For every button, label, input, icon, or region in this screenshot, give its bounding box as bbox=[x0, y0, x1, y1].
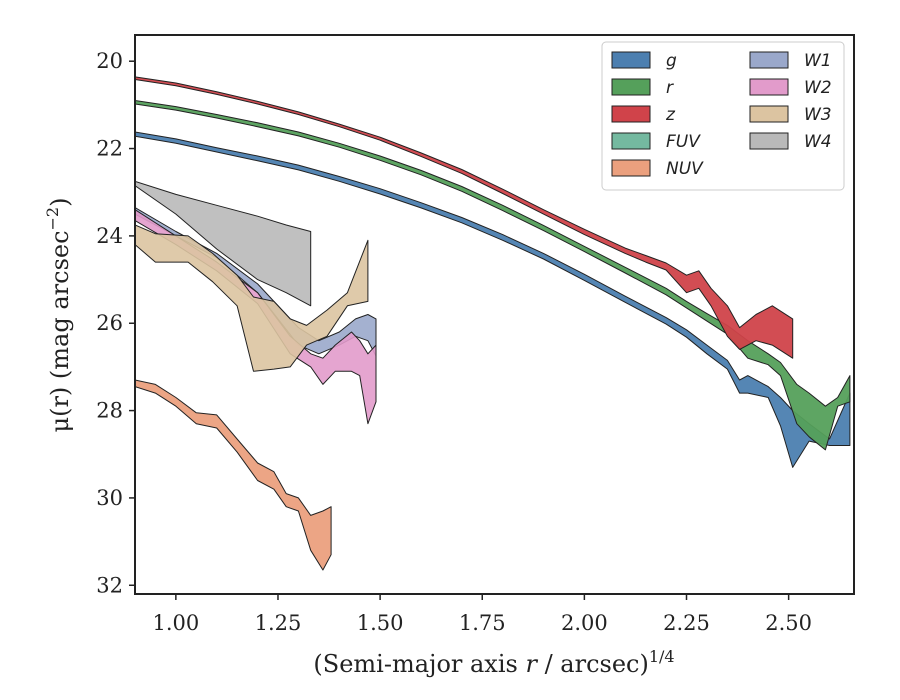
legend-swatch-w2 bbox=[749, 78, 789, 96]
y-tick-label: 24 bbox=[96, 224, 123, 248]
x-tick-label: 1.00 bbox=[152, 611, 199, 635]
axes-frame bbox=[134, 34, 855, 595]
legend-label-g: g bbox=[666, 51, 677, 71]
x-tick-label: 2.00 bbox=[561, 611, 608, 635]
legend-label-w4: W4 bbox=[804, 132, 832, 152]
legend-swatch-fuv bbox=[611, 132, 651, 150]
band-w3 bbox=[135, 224, 369, 372]
band-g bbox=[135, 131, 851, 468]
x-tick-label: 2.25 bbox=[663, 611, 710, 635]
legend-label-nuv: NUV bbox=[666, 159, 704, 179]
y-tick-label: 26 bbox=[96, 311, 123, 335]
legend-label-w1: W1 bbox=[804, 51, 832, 71]
legend-swatch-g bbox=[611, 51, 651, 69]
legend-swatch-w3 bbox=[749, 105, 789, 123]
legend-label-fuv: FUV bbox=[666, 132, 701, 152]
y-tick-label: 22 bbox=[96, 137, 123, 161]
x-tick-label: 2.50 bbox=[765, 611, 812, 635]
band-z bbox=[135, 76, 794, 359]
legend-swatch-z bbox=[611, 105, 651, 123]
x-tick-label: 1.50 bbox=[357, 611, 404, 635]
x-tick-label: 1.25 bbox=[255, 611, 302, 635]
band-w4 bbox=[135, 180, 312, 307]
y-axis: 20 22 24 26 28 30 32 bbox=[96, 49, 135, 597]
legend-swatch-r bbox=[611, 78, 651, 96]
y-tick-label: 28 bbox=[96, 399, 123, 423]
y-axis-label: μ(r) (mag arcsec−2) bbox=[43, 198, 74, 433]
y-tick-label: 20 bbox=[96, 49, 123, 73]
legend-label-w3: W3 bbox=[804, 105, 832, 125]
legend-swatch-nuv bbox=[611, 159, 651, 177]
band-r bbox=[135, 100, 851, 451]
x-axis: 1.00 1.25 1.50 1.75 2.00 2.25 2.50 bbox=[152, 594, 812, 635]
profile-bands bbox=[135, 76, 851, 571]
legend: grz FUV NUV W1 W2 W3 W4 bbox=[601, 41, 845, 191]
y-tick-label: 30 bbox=[96, 486, 123, 510]
legend-swatch-w1 bbox=[749, 51, 789, 69]
legend-swatch-w4 bbox=[749, 132, 789, 150]
y-tick-label: 32 bbox=[96, 573, 123, 597]
band-nuv bbox=[135, 379, 332, 571]
legend-label-z: z bbox=[665, 105, 676, 125]
x-axis-label: (Semi-major axis r / arcsec)1/4 bbox=[313, 647, 674, 678]
legend-label-w2: W2 bbox=[804, 78, 832, 98]
x-tick-label: 1.75 bbox=[459, 611, 506, 635]
legend-label-r: r bbox=[666, 78, 674, 98]
